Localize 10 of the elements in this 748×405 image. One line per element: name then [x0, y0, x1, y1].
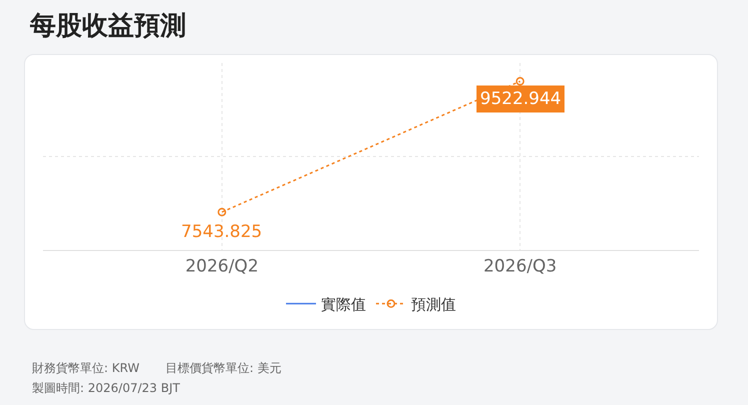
data-label: 7543.825	[181, 222, 262, 242]
chart-title: 每股收益預測	[30, 10, 186, 43]
text: 財務貨幣單位: KRW	[32, 361, 140, 375]
legend-label: 實際值	[321, 296, 366, 314]
text: 製圖時間: 2026/07/23 BJT	[32, 381, 180, 395]
x-tick-label: 2026/Q2	[185, 256, 259, 276]
legend-label: 預測值	[411, 296, 456, 314]
x-tick-label: 2026/Q3	[483, 256, 557, 276]
data-label: 9522.944	[480, 89, 562, 109]
text: 目標價貨幣單位: 美元	[165, 361, 282, 375]
